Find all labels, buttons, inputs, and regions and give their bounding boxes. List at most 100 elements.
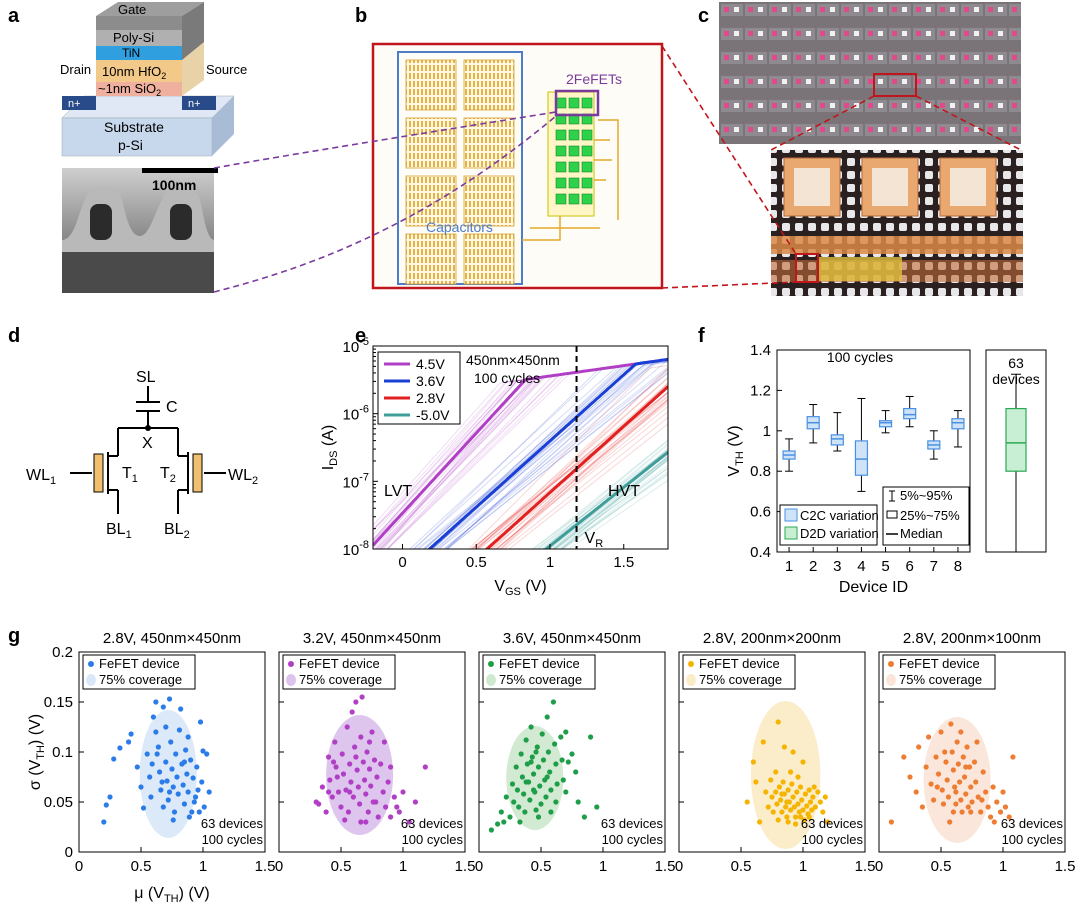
point-0-13 [150, 714, 156, 720]
point-0-6 [128, 731, 134, 737]
scatter-title-2: 3.6V, 450nm×450nm [503, 630, 641, 647]
series-1-cycle-7 [443, 360, 668, 549]
f-y-tick-label-1: 0.6 [750, 504, 771, 521]
series-3-cycle-25 [556, 465, 668, 549]
point-2-9 [514, 787, 521, 793]
point-0-10 [144, 751, 150, 757]
g-x-tick-label-1-0: 0 [275, 858, 283, 875]
y-tick-label-0: 10-8 [343, 539, 369, 559]
x-label: X [142, 435, 153, 452]
point-3-15 [776, 784, 783, 790]
tin-layer [96, 46, 182, 60]
point-1-38 [378, 761, 384, 767]
substrate-front [61, 117, 213, 157]
vr-label: VR [585, 530, 604, 550]
series-2-cycle-11 [490, 400, 668, 549]
point-4-59 [979, 797, 985, 803]
point-4-2 [901, 754, 907, 760]
point-4-16 [943, 759, 949, 765]
scatter-legend-box-3 [682, 654, 796, 690]
point-1-18 [350, 794, 356, 800]
point-2-11 [518, 751, 524, 757]
point-1-31 [366, 766, 373, 772]
point-1-6 [329, 794, 335, 800]
point-4-29 [960, 754, 966, 760]
point-2-39 [554, 781, 560, 787]
point-0-25 [169, 766, 175, 772]
layer-polysi-label: Poly-Si [113, 30, 154, 45]
legend-label-3: -5.0V [416, 407, 450, 423]
y-tick-label-3: 10-5 [343, 336, 369, 356]
scatter-title-4: 2.8V, 200nm×100nm [903, 630, 1041, 647]
point-1-15 [345, 809, 352, 815]
point-1-57 [358, 819, 364, 825]
d2d-box [1005, 373, 1027, 553]
point-1-1 [316, 801, 322, 807]
point-4-3 [907, 774, 913, 780]
point-2-12 [519, 774, 526, 780]
scatter-legend-box-4 [882, 654, 996, 690]
scatter-legend-dot-4 [888, 661, 894, 667]
point-2-34 [547, 769, 553, 775]
point-3-47 [822, 794, 828, 800]
panel-a-sem-image: 100nm [62, 168, 218, 293]
x-node-dot [145, 425, 151, 431]
panel-g-charts: 0 0.5 1 1.500.050.10.150.22.8V, 450nm×450nm… [27, 630, 1075, 905]
panel-a-device-stack: n+ n+ Gate Poly-Si TiN 10nm HfO2 ~1nm Si… [60, 2, 247, 157]
point-1-41 [385, 779, 391, 785]
scatter-note-devices-4: 63 devices [1001, 816, 1064, 831]
series-1-cycle-19 [432, 359, 668, 549]
point-3-32 [797, 784, 804, 790]
point-0-42 [191, 799, 197, 805]
point-3-44 [815, 789, 821, 795]
panel-label-d: d [8, 325, 20, 347]
point-4-38 [973, 779, 979, 785]
panel-e-plot-area [373, 357, 668, 549]
coverage-ellipse-4 [923, 717, 991, 843]
series-2-cycle-8 [494, 411, 668, 549]
series-3-cycle-2 [553, 457, 668, 549]
point-0-20 [163, 759, 169, 765]
point-2-23 [533, 807, 539, 813]
f-x-tick-label-5: 6 [906, 558, 914, 575]
point-1-51 [334, 774, 340, 780]
scatter-legend-ellipse-4 [886, 674, 896, 686]
point-4-61 [968, 809, 974, 815]
scatter-note-cycles-1: 100 cycles [402, 832, 464, 847]
fefet-cell-2-2 [581, 129, 593, 141]
fefet-cell-3-2 [581, 145, 593, 157]
series-3-cycle-24 [560, 455, 668, 549]
point-0-53 [149, 761, 155, 767]
point-1-5 [327, 777, 333, 783]
scatter-legend-box-1 [282, 654, 396, 690]
panel-label-a: a [8, 5, 20, 27]
point-0-40 [188, 757, 194, 763]
point-0-32 [178, 706, 184, 712]
panel-label-b: b [355, 5, 367, 27]
series-3-cycle-5 [567, 479, 668, 549]
point-3-57 [806, 814, 812, 820]
legend-label-0: 4.5V [416, 356, 445, 372]
point-1-36 [374, 774, 380, 780]
point-2-6 [509, 781, 516, 787]
point-4-20 [949, 749, 955, 755]
point-3-42 [810, 794, 816, 800]
layer-gate-label: Gate [118, 2, 146, 17]
point-2-56 [523, 779, 529, 785]
point-2-13 [521, 791, 527, 797]
point-2-0 [488, 827, 494, 833]
point-4-41 [980, 769, 986, 775]
point-3-24 [788, 807, 794, 813]
point-0-24 [168, 739, 174, 745]
point-0-5 [126, 739, 132, 745]
g-y-tick-label-1: 0.05 [44, 794, 73, 811]
scatter-legend-dot-2 [488, 661, 494, 667]
drain-label: Drain [60, 62, 91, 77]
point-1-46 [406, 819, 412, 825]
point-1-39 [380, 789, 386, 795]
f-y-tick-label-0: 0.4 [750, 544, 771, 561]
point-4-15 [940, 801, 947, 807]
layer-hfo2-label: 10nm HfO2 [102, 64, 166, 81]
fefet-cell-6-1 [568, 193, 580, 205]
point-2-28 [539, 731, 545, 737]
